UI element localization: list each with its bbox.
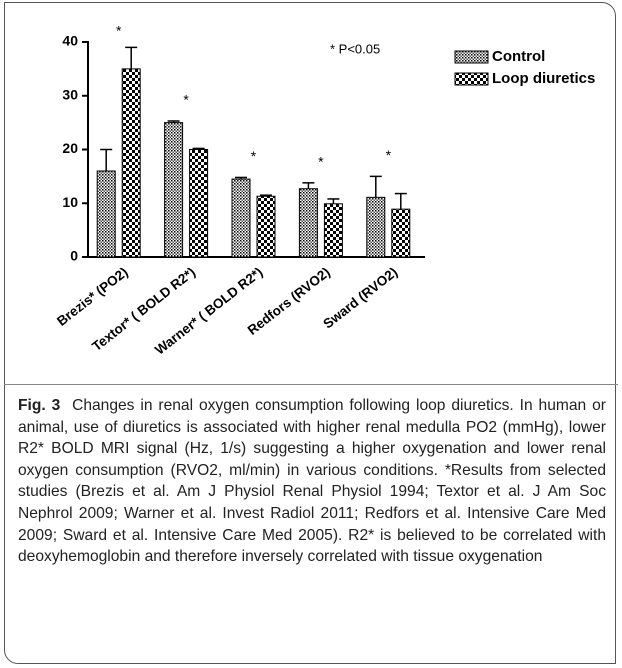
y-tick-label: 0 <box>70 248 78 264</box>
bar <box>121 68 141 258</box>
bar <box>256 195 276 258</box>
bar <box>164 122 184 258</box>
bar <box>96 170 116 258</box>
bar <box>391 208 411 258</box>
y-tick-label: 10 <box>62 194 78 210</box>
legend-swatch <box>454 50 489 64</box>
x-tick-label: Sward (RVO2) <box>320 264 400 331</box>
y-tick-label: 40 <box>62 33 78 49</box>
bar <box>298 188 318 258</box>
legend-swatch <box>454 72 489 86</box>
annotation: * P<0.05 <box>330 41 380 56</box>
significance-mark: * <box>183 92 189 108</box>
caption-label: Fig. 3 <box>18 397 61 414</box>
y-tick-label: 30 <box>62 86 78 102</box>
x-tick-label: Warner* ( BOLD R2*) <box>152 264 265 357</box>
significance-mark: * <box>251 148 257 164</box>
y-tick-label: 20 <box>62 140 78 156</box>
significance-mark: * <box>318 154 324 170</box>
caption-text: Changes in renal oxygen consumption foll… <box>18 397 606 566</box>
legend-label: Control <box>492 48 545 65</box>
legend-label: Loop diuretics <box>492 70 595 87</box>
significance-mark: * <box>116 23 122 39</box>
bar <box>189 149 209 258</box>
significance-mark: * <box>386 147 392 163</box>
bar <box>366 196 386 258</box>
separator <box>4 384 618 385</box>
bar <box>323 203 343 258</box>
caption: Fig. 3 Changes in renal oxygen consumpti… <box>18 395 606 568</box>
figure-frame <box>4 2 616 664</box>
bar <box>231 178 251 258</box>
